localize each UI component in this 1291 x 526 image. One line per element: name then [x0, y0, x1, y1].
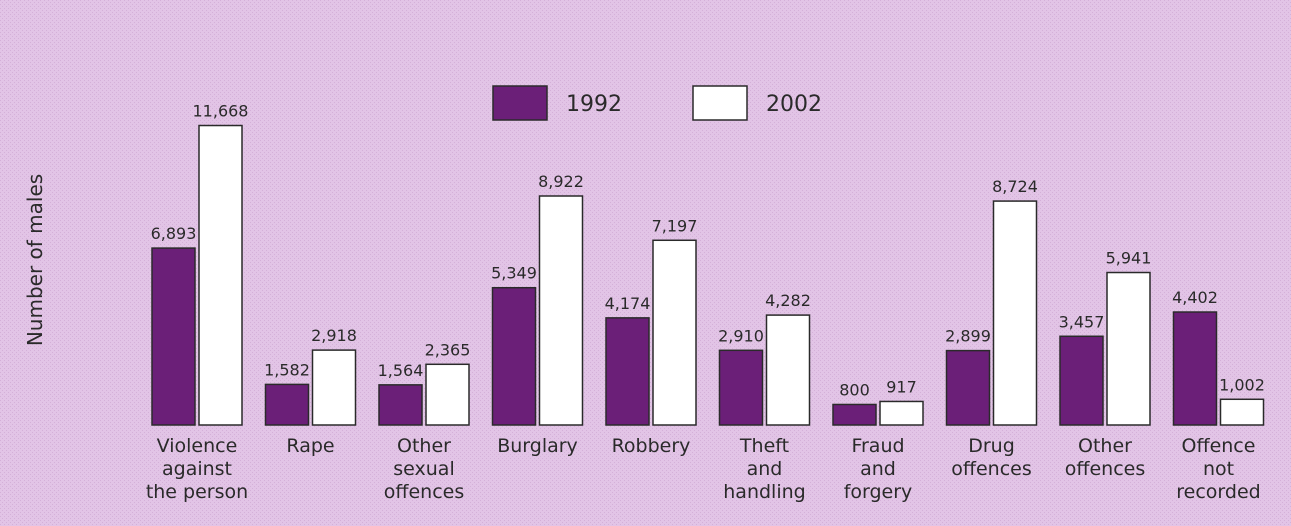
legend-swatch-1992: [492, 85, 548, 121]
value-label-1992-7: 2,899: [945, 327, 991, 346]
bar-1992-9: [1172, 311, 1218, 426]
value-label-2002-0: 11,668: [193, 102, 249, 121]
bar-1992-8: [1059, 335, 1104, 426]
legend: 1992 2002: [492, 85, 822, 121]
y-axis-title: Number of males: [23, 174, 47, 346]
value-label-2002-5: 4,282: [765, 291, 811, 310]
value-label-1992-9: 4,402: [1172, 288, 1218, 307]
value-label-1992-2: 1,564: [378, 361, 424, 380]
bar-1992-7: [945, 349, 991, 426]
value-label-1992-8: 3,457: [1059, 312, 1105, 331]
value-label-2002-7: 8,724: [992, 177, 1038, 196]
category-label-1: Rape: [286, 435, 334, 457]
value-label-1992-6: 800: [839, 380, 870, 399]
bar-2002-2: [425, 363, 470, 426]
category-label-6: Fraud and forgery: [844, 435, 913, 503]
bar-2002-9: [1219, 398, 1265, 426]
value-label-2002-8: 5,941: [1106, 249, 1152, 268]
category-label-3: Burglary: [497, 435, 578, 457]
bar-1992-6: [832, 403, 877, 426]
bar-2002-6: [879, 400, 924, 426]
x-axis-labels: Violence against the person Rape Other sexual…: [146, 435, 1261, 503]
value-label-1992-3: 5,349: [491, 264, 537, 283]
value-label-2002-9: 1,002: [1219, 375, 1265, 394]
value-label-2002-3: 8,922: [538, 172, 584, 191]
bar-1992-5: [718, 349, 764, 426]
legend-label-1992: 1992: [566, 92, 622, 117]
category-label-8: Other offences: [1065, 435, 1145, 480]
bar-2002-0: [198, 124, 243, 426]
bar-1992-3: [491, 286, 537, 426]
category-label-9: Offence not recorded: [1176, 435, 1260, 503]
category-label-4: Robbery: [612, 435, 691, 457]
bar-2002-1: [311, 349, 357, 426]
bar-1992-2: [378, 384, 423, 426]
category-label-5: Theft and handling: [723, 435, 805, 503]
legend-label-2002: 2002: [766, 92, 822, 117]
value-label-1992-0: 6,893: [151, 224, 197, 243]
bar-1992-0: [151, 247, 196, 426]
legend-swatch-2002: [692, 85, 748, 121]
value-label-2002-6: 917: [886, 377, 917, 396]
value-label-2002-2: 2,365: [425, 340, 471, 359]
category-label-7: Drug offences: [951, 435, 1031, 480]
bar-2002-7: [992, 200, 1038, 426]
value-label-1992-1: 1,582: [264, 360, 310, 379]
category-label-2: Other sexual offences: [384, 435, 464, 503]
bar-2002-4: [652, 239, 697, 426]
bar-1992-4: [605, 317, 650, 426]
value-label-2002-1: 2,918: [311, 326, 357, 345]
bar-2002-5: [765, 314, 811, 426]
category-label-0: Violence against the person: [146, 435, 248, 503]
value-label-2002-4: 7,197: [652, 216, 698, 235]
bar-2002-8: [1106, 271, 1151, 426]
value-label-1992-4: 4,174: [605, 294, 651, 313]
bar-2002-3: [538, 195, 584, 426]
bar-1992-1: [264, 383, 310, 426]
bars: [151, 124, 1265, 426]
value-label-1992-5: 2,910: [718, 326, 764, 345]
